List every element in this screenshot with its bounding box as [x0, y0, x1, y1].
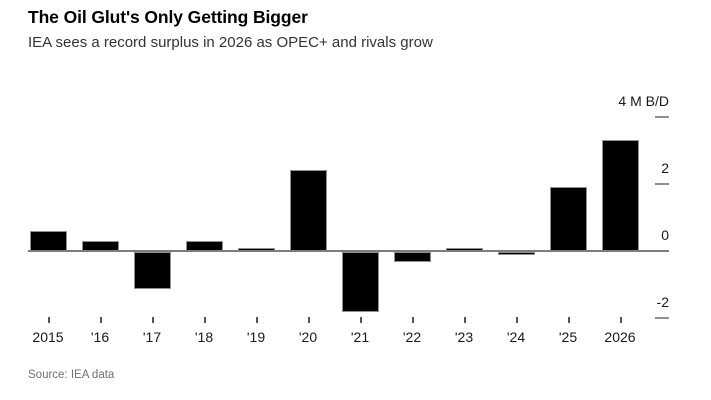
- x-tick-20: [308, 317, 310, 323]
- x-tick-18: [204, 317, 206, 323]
- x-label-2026: 2026: [604, 329, 636, 345]
- x-label-16: '16: [90, 329, 110, 345]
- x-label-23: '23: [454, 329, 474, 345]
- y-label-0: 0: [661, 227, 669, 243]
- x-tick-22: [412, 317, 414, 323]
- y-tick-dash-4: [655, 115, 669, 118]
- bar-17: [133, 252, 171, 289]
- chart-subtitle: IEA sees a record surplus in 2026 as OPE…: [28, 34, 433, 51]
- bar-20: [289, 170, 327, 251]
- x-tick-17: [152, 317, 154, 323]
- chart-title: The Oil Glut's Only Getting Bigger: [28, 7, 308, 27]
- x-tick-2015: [48, 317, 50, 323]
- bar-21: [341, 252, 379, 313]
- y-tick-dash-2: [655, 317, 669, 320]
- bar-25: [549, 187, 587, 251]
- x-tick-23: [464, 317, 466, 323]
- x-tick-21: [360, 317, 362, 323]
- zero-axis-line: [28, 250, 669, 252]
- x-label-20: '20: [298, 329, 318, 345]
- x-label-18: '18: [194, 329, 214, 345]
- x-label-17: '17: [142, 329, 162, 345]
- x-tick-19: [256, 317, 258, 323]
- source-note: Source: IEA data: [28, 369, 115, 381]
- x-tick-16: [100, 317, 102, 323]
- x-label-2015: 2015: [32, 329, 64, 345]
- x-label-19: '19: [246, 329, 266, 345]
- y-tick-dash-2: [655, 182, 669, 185]
- bar-22: [393, 252, 431, 263]
- bar-24: [497, 252, 535, 256]
- y-label-4: 4 M B/D: [618, 92, 669, 109]
- x-label-24: '24: [506, 329, 526, 345]
- x-label-25: '25: [558, 329, 578, 345]
- y-label-2: -2: [656, 294, 669, 311]
- bar-2015: [29, 230, 67, 251]
- bar-2026: [601, 140, 639, 251]
- x-tick-24: [516, 317, 518, 323]
- x-label-21: '21: [350, 329, 370, 345]
- x-label-22: '22: [402, 329, 422, 345]
- x-tick-2026: [620, 317, 622, 323]
- y-label-2: 2: [661, 159, 669, 176]
- x-tick-25: [568, 317, 570, 323]
